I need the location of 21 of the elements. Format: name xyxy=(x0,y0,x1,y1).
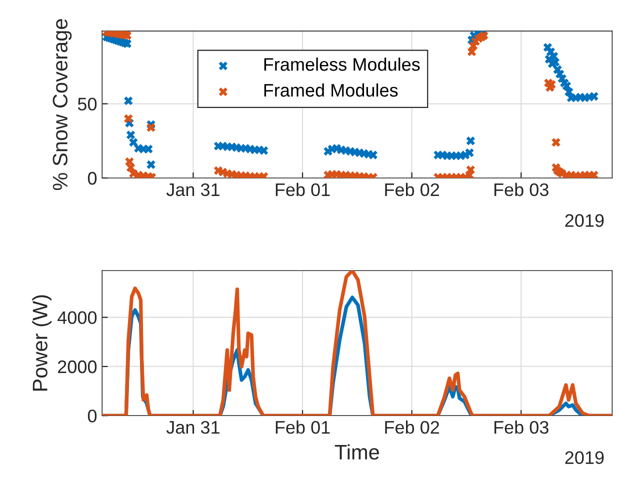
x-tick-label: Jan 31 xyxy=(166,183,220,196)
x-tick-label: Feb 02 xyxy=(385,420,440,434)
text: 2019 xyxy=(565,451,604,464)
y-tick-label: 0 xyxy=(88,172,97,185)
legend-label: Framed Modules xyxy=(264,83,398,97)
x-tick-label: Feb 03 xyxy=(494,420,548,434)
x-tick-label: Feb 01 xyxy=(276,420,330,434)
y-axis-title: % Snow Coverage xyxy=(52,19,72,190)
y-tick-label: 2000 xyxy=(58,360,97,374)
x-tick-label: Feb 02 xyxy=(385,182,440,196)
x-axis-title: Time xyxy=(334,444,379,460)
y-axis-title: Power (W) xyxy=(32,295,52,391)
x-tick-label: Feb 03 xyxy=(494,182,548,196)
text: 2019 xyxy=(565,214,604,227)
y-tick-label: 0 xyxy=(88,410,97,422)
line-series xyxy=(102,270,612,416)
y-tick-label: 4000 xyxy=(58,311,97,324)
x-tick-label: Feb 01 xyxy=(276,182,330,196)
legend-label: Frameless Modules xyxy=(264,58,420,71)
y-tick-label: 50 xyxy=(78,98,97,110)
x-tick-label: Jan 31 xyxy=(166,420,220,434)
